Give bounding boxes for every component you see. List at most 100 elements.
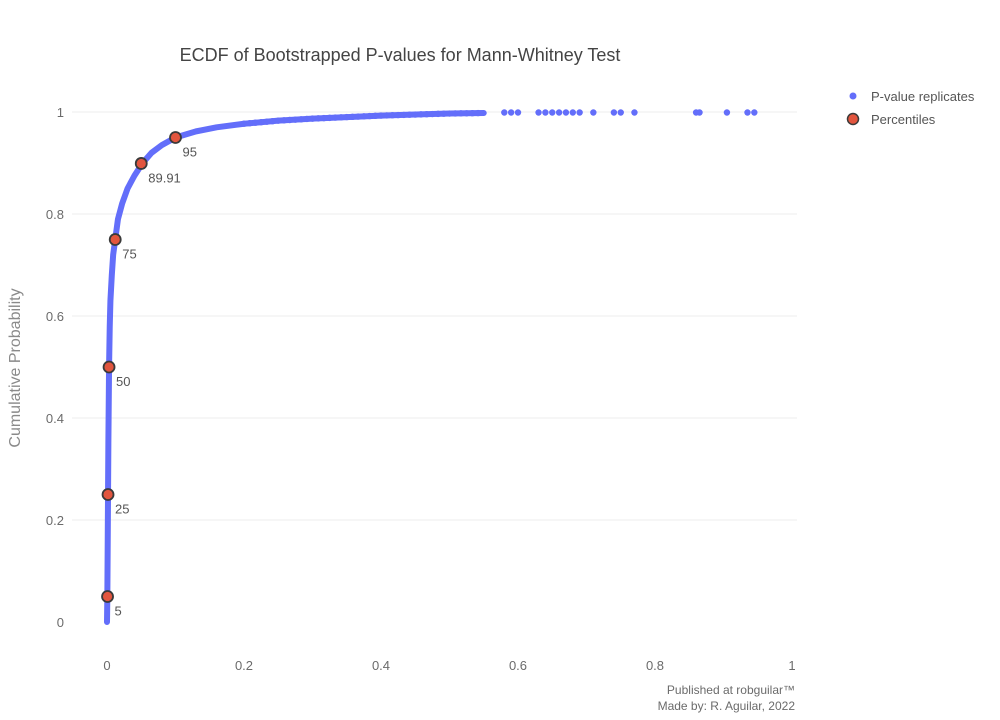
- replicate-point: [474, 109, 482, 117]
- footer-published: Published at robguilar™: [666, 683, 795, 697]
- percentile-marker[interactable]: [102, 360, 116, 374]
- replicate-point: [257, 119, 265, 126]
- percentile-label: 75: [122, 247, 136, 262]
- replicate-point: [514, 109, 522, 116]
- replicate-point: [366, 112, 373, 120]
- replicate-point: [617, 109, 624, 116]
- y-axis-ticks: 0 0.2 0.4 0.6 0.8 1: [46, 105, 64, 630]
- replicate-point: [631, 109, 638, 116]
- replicate-point: [389, 112, 396, 119]
- legend-label-replicates: P-value replicates: [871, 89, 975, 104]
- percentile-marker[interactable]: [169, 131, 182, 144]
- replicate-point: [320, 114, 328, 122]
- replicate-point: [555, 109, 563, 116]
- replicate-point: [246, 120, 253, 127]
- replicate-point: [309, 115, 316, 122]
- replicate-point: [412, 111, 419, 118]
- replicate-point: [377, 112, 385, 119]
- replicate-point: [337, 114, 345, 121]
- replicate-point: [434, 110, 442, 118]
- series-pvalue-replicates: [104, 109, 758, 625]
- replicate-point: [383, 112, 390, 119]
- y-tick-label: 1: [57, 105, 64, 120]
- replicate-point: [723, 109, 731, 116]
- replicate-point: [240, 120, 248, 127]
- replicate-point: [292, 116, 299, 123]
- replicate-point: [463, 110, 470, 117]
- replicate-point: [400, 111, 408, 119]
- y-tick-label: 0.2: [46, 513, 64, 528]
- percentile-marker[interactable]: [101, 488, 115, 501]
- replicate-point: [446, 110, 453, 117]
- legend-item-pvalue-replicates[interactable]: P-value replicates: [849, 89, 975, 104]
- replicate-point: [354, 113, 362, 120]
- percentile-label: 50: [116, 374, 130, 389]
- percentile-label: 25: [115, 502, 129, 517]
- replicate-point: [469, 109, 476, 117]
- replicate-point: [280, 117, 288, 124]
- y-tick-label: 0.4: [46, 411, 64, 426]
- percentile-marker[interactable]: [108, 233, 122, 246]
- replicate-point: [429, 110, 436, 118]
- replicate-point: [406, 111, 413, 118]
- replicate-point: [360, 113, 368, 120]
- replicate-point: [457, 110, 465, 117]
- replicate-point: [501, 109, 508, 116]
- replicate-point: [744, 109, 751, 116]
- replicate-point: [590, 109, 597, 116]
- replicate-point: [349, 113, 356, 121]
- legend-item-percentiles[interactable]: Percentiles: [846, 112, 936, 127]
- replicate-point: [423, 111, 430, 118]
- replicate-point: [275, 117, 282, 124]
- x-tick-label: 0.4: [372, 658, 390, 673]
- replicate-point: [535, 109, 542, 116]
- replicate-point: [315, 115, 322, 122]
- legend-marker-percentiles: [846, 112, 860, 126]
- ecdf-dense-trace: [104, 110, 487, 625]
- percentile-marker[interactable]: [101, 590, 114, 603]
- replicate-point: [297, 116, 305, 123]
- replicate-point: [569, 109, 576, 116]
- replicate-point: [610, 109, 618, 116]
- replicate-point: [549, 109, 556, 116]
- y-tick-label: 0.6: [46, 309, 64, 324]
- x-tick-label: 0: [103, 658, 110, 673]
- x-tick-label: 0.6: [509, 658, 527, 673]
- replicate-point: [696, 109, 703, 116]
- percentile-label: 5: [115, 604, 122, 619]
- replicate-point: [542, 109, 549, 116]
- replicate-point: [452, 110, 459, 117]
- y-tick-label: 0.8: [46, 207, 64, 222]
- x-axis-ticks: 0 0.2 0.4 0.6 0.8 1: [103, 658, 795, 673]
- replicate-point: [303, 115, 310, 123]
- replicate-point: [417, 111, 425, 118]
- percentile-label: 89.91: [148, 170, 181, 185]
- replicate-point: [394, 111, 402, 119]
- replicate-point: [252, 119, 259, 126]
- legend-label-percentiles: Percentiles: [871, 112, 936, 127]
- replicate-point: [576, 109, 583, 116]
- footer-made-by: Made by: R. Aguilar, 2022: [657, 699, 795, 713]
- legend-marker-replicates: [849, 92, 857, 100]
- footer-credits: Published at robguilar™ Made by: R. Agui…: [658, 682, 795, 714]
- replicate-point: [562, 109, 570, 116]
- replicate-point: [751, 109, 758, 116]
- x-tick-label: 0.8: [646, 658, 664, 673]
- x-tick-label: 0.2: [235, 658, 253, 673]
- percentile-label: 95: [183, 145, 197, 160]
- replicate-point: [507, 109, 515, 116]
- percentile-marker[interactable]: [134, 157, 148, 170]
- replicate-point: [343, 113, 350, 121]
- x-tick-label: 1: [788, 658, 795, 673]
- replicate-point: [440, 110, 447, 117]
- y-axis-title: Cumulative Probability: [7, 288, 24, 447]
- chart-title: ECDF of Bootstrapped P-values for Mann-W…: [180, 45, 621, 65]
- replicate-point: [263, 118, 271, 125]
- replicate-point: [372, 112, 379, 120]
- replicate-point: [326, 114, 333, 122]
- legend[interactable]: P-value replicates Percentiles: [846, 89, 975, 127]
- y-tick-label: 0: [57, 615, 64, 630]
- replicate-point: [332, 114, 339, 121]
